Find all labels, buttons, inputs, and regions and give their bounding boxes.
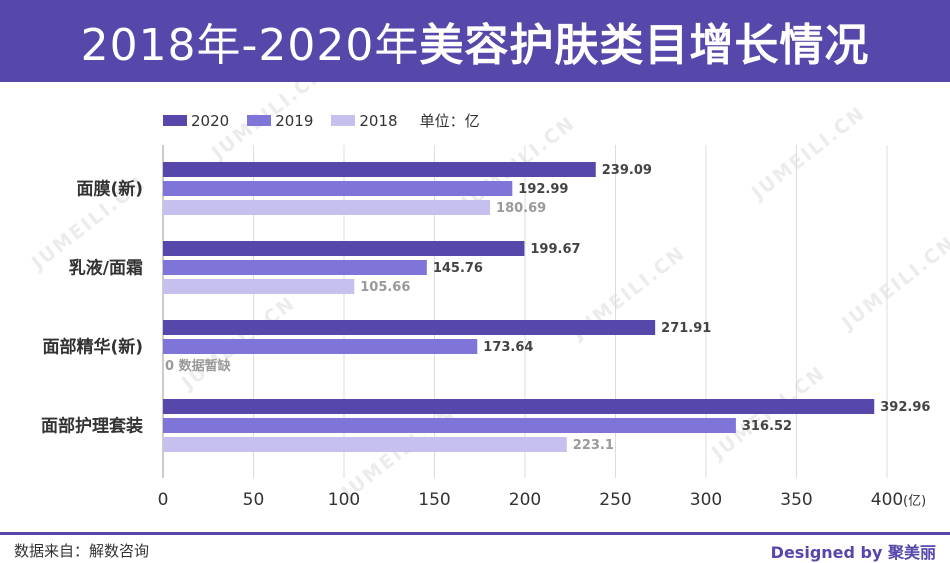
bar bbox=[163, 437, 567, 452]
bar bbox=[163, 339, 478, 354]
x-tick-label: 250 bbox=[599, 490, 631, 510]
x-tick-label: 0 bbox=[158, 490, 169, 510]
legend-label: 2020 bbox=[191, 111, 230, 130]
bar-chart: 0 50 100 150 200 250 300 350 400 (亿) 面膜(新) 239.09 19… bbox=[41, 145, 930, 510]
category-label: 面膜(新) bbox=[76, 179, 143, 200]
bar bbox=[163, 320, 656, 335]
bar bbox=[163, 181, 513, 196]
x-tick-label: 200 bbox=[509, 490, 541, 510]
data-label: 173.64 bbox=[483, 340, 533, 355]
data-label: 180.69 bbox=[496, 201, 546, 216]
data-label: 192.99 bbox=[518, 182, 568, 197]
x-tick-label: 350 bbox=[780, 490, 812, 510]
category-label: 面部护理套装 bbox=[41, 416, 143, 437]
title-topic: 美容护肤类目增长情况 bbox=[419, 20, 870, 71]
x-tick-label: 100 bbox=[328, 490, 360, 510]
x-tick-label: 150 bbox=[418, 490, 450, 510]
designer-credit: Designed by 聚美丽 bbox=[770, 543, 936, 562]
data-label: 223.1 bbox=[573, 438, 614, 453]
legend-item-2019: 2019 bbox=[247, 112, 313, 130]
x-axis-unit: (亿) bbox=[903, 494, 926, 509]
data-label: 105.66 bbox=[360, 280, 410, 295]
chart-title: 2018年-2020年 美容护肤类目增长情况 bbox=[0, 0, 950, 82]
legend-item-2018: 2018 bbox=[331, 111, 398, 130]
footer-divider bbox=[0, 532, 950, 535]
x-tick-label: 50 bbox=[243, 490, 265, 510]
bar bbox=[163, 162, 596, 177]
x-tick-label: 400 bbox=[871, 490, 903, 510]
data-label: 392.96 bbox=[880, 400, 930, 415]
bar bbox=[163, 279, 355, 294]
legend-swatch bbox=[163, 115, 187, 126]
legend-item-2020: 2020 bbox=[163, 112, 229, 130]
bar bbox=[163, 200, 491, 215]
data-label: 199.67 bbox=[530, 242, 580, 257]
data-label: 239.09 bbox=[602, 163, 652, 178]
data-label: 145.76 bbox=[433, 261, 483, 276]
data-source: 数据来自：解数咨询 bbox=[14, 542, 150, 560]
bar bbox=[163, 399, 875, 414]
category-label: 乳液/面霜 bbox=[69, 258, 143, 279]
title-years: 2018年-2020年 bbox=[80, 20, 420, 71]
data-label: 0 数据暂缺 bbox=[165, 358, 232, 374]
data-label: 271.91 bbox=[661, 321, 711, 336]
legend-swatch bbox=[331, 115, 356, 126]
bar bbox=[163, 241, 525, 256]
data-label: 316.52 bbox=[742, 419, 792, 434]
bar bbox=[163, 260, 427, 275]
category-label: 面部精华(新) bbox=[42, 337, 143, 358]
unit-label: 单位：亿 bbox=[419, 112, 480, 130]
legend-label: 2018 bbox=[359, 111, 398, 130]
legend-swatch bbox=[247, 115, 272, 126]
legend: 2020 2019 2018 单位：亿 bbox=[163, 110, 480, 131]
bar bbox=[163, 418, 736, 433]
legend-label: 2019 bbox=[275, 111, 314, 130]
x-tick-label: 300 bbox=[690, 490, 722, 510]
